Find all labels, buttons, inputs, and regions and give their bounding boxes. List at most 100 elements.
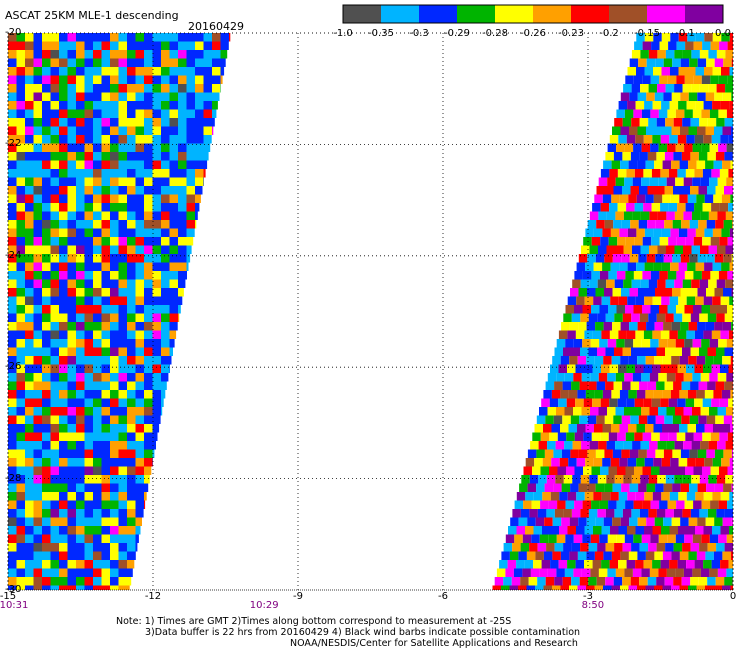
heatmap-cell: [169, 288, 178, 297]
heatmap-cell: [588, 577, 597, 586]
heatmap-cell: [641, 143, 651, 152]
heatmap-cell: [640, 50, 649, 59]
colorbar-label: -0.35: [368, 28, 394, 39]
heatmap-cell: [640, 245, 649, 254]
heatmap-cell: [638, 254, 647, 263]
heatmap-cell: [665, 84, 675, 93]
heatmap-cell: [110, 364, 119, 373]
heatmap-cell: [161, 41, 170, 50]
heatmap-cell: [67, 339, 76, 348]
heatmap-cell: [110, 424, 119, 433]
heatmap-cell: [623, 84, 632, 93]
heatmap-cell: [144, 458, 153, 467]
heatmap-cell: [673, 509, 683, 518]
heatmap-cell: [93, 58, 102, 67]
heatmap-cell: [59, 407, 68, 416]
heatmap-cell: [587, 220, 597, 229]
heatmap-cell: [610, 296, 619, 305]
heatmap-cell: [161, 75, 170, 84]
heatmap-cell: [730, 194, 733, 203]
heatmap-cell: [127, 568, 133, 577]
heatmap-cell: [50, 220, 59, 229]
heatmap-cell: [16, 177, 25, 186]
heatmap-cell: [545, 577, 555, 586]
heatmap-cell: [127, 33, 136, 42]
heatmap-cell: [526, 551, 536, 560]
heatmap-cell: [161, 279, 170, 288]
heatmap-cell: [59, 67, 68, 76]
heatmap-cell: [178, 254, 187, 263]
heatmap-cell: [144, 160, 153, 169]
heatmap-cell: [110, 135, 119, 144]
heatmap-cell: [527, 483, 537, 492]
heatmap-cell: [76, 288, 85, 297]
heatmap-cell: [152, 279, 161, 288]
heatmap-cell: [42, 203, 51, 212]
heatmap-cell: [547, 568, 557, 577]
heatmap-cell: [67, 381, 76, 390]
heatmap-cell: [509, 551, 519, 560]
heatmap-cell: [33, 339, 42, 348]
heatmap-cell: [178, 109, 187, 118]
heatmap-cell: [135, 211, 144, 220]
heatmap-cell: [144, 211, 153, 220]
heatmap-cell: [676, 41, 686, 50]
heatmap-cell: [669, 330, 678, 339]
heatmap-cell: [8, 347, 17, 356]
heatmap-cell: [678, 492, 687, 501]
heatmap-cell: [620, 160, 629, 169]
heatmap-cell: [726, 177, 733, 186]
heatmap-cell: [127, 424, 136, 433]
heatmap-cell: [84, 279, 93, 288]
heatmap-cell: [682, 475, 692, 484]
heatmap-cell: [59, 492, 68, 501]
heatmap-cell: [712, 101, 721, 110]
heatmap-cell: [631, 475, 641, 484]
heatmap-cell: [110, 347, 119, 356]
footer-note-1-text: Note: 1) Times are GMT 2)Times along bot…: [116, 616, 512, 627]
heatmap-cell: [654, 551, 663, 560]
heatmap-cell: [16, 517, 25, 526]
heatmap-cell: [93, 322, 102, 331]
heatmap-cell: [67, 449, 76, 458]
heatmap-cell: [629, 254, 639, 263]
heatmap-cell: [694, 169, 703, 178]
heatmap-cell: [600, 169, 610, 178]
heatmap-cell: [714, 449, 724, 458]
heatmap-cell: [118, 322, 127, 331]
heatmap-cell: [541, 398, 550, 407]
heatmap-cell: [675, 373, 684, 382]
heatmap-cell: [708, 50, 717, 59]
heatmap-cell: [76, 364, 85, 373]
heatmap-cell: [161, 186, 170, 195]
heatmap-cell: [629, 126, 638, 135]
heatmap-cell: [592, 330, 602, 339]
heatmap-cell: [656, 509, 666, 518]
heatmap-cell: [84, 432, 93, 441]
heatmap-cell: [220, 58, 226, 67]
heatmap-cell: [687, 390, 697, 399]
heatmap-cell: [671, 322, 681, 331]
heatmap-cell: [84, 211, 93, 220]
heatmap-cell: [8, 126, 17, 135]
heatmap-cell: [710, 466, 719, 475]
heatmap-cell: [59, 373, 68, 382]
heatmap-cell: [59, 509, 68, 518]
heatmap-cell: [672, 415, 682, 424]
heatmap-cell: [624, 373, 633, 382]
heatmap-cell: [612, 322, 621, 331]
heatmap-cell: [539, 407, 548, 416]
heatmap-cell: [101, 305, 110, 314]
heatmap-cell: [203, 101, 212, 110]
heatmap-cell: [144, 296, 153, 305]
heatmap-cell: [161, 109, 170, 118]
heatmap-cell: [721, 228, 730, 237]
heatmap-cell: [558, 330, 568, 339]
heatmap-cell: [599, 271, 609, 280]
heatmap-cell: [161, 203, 170, 212]
heatmap-cell: [144, 203, 153, 212]
heatmap-cell: [127, 466, 136, 475]
heatmap-cell: [604, 449, 613, 458]
heatmap-cell: [631, 313, 640, 322]
heatmap-cell: [672, 220, 682, 229]
